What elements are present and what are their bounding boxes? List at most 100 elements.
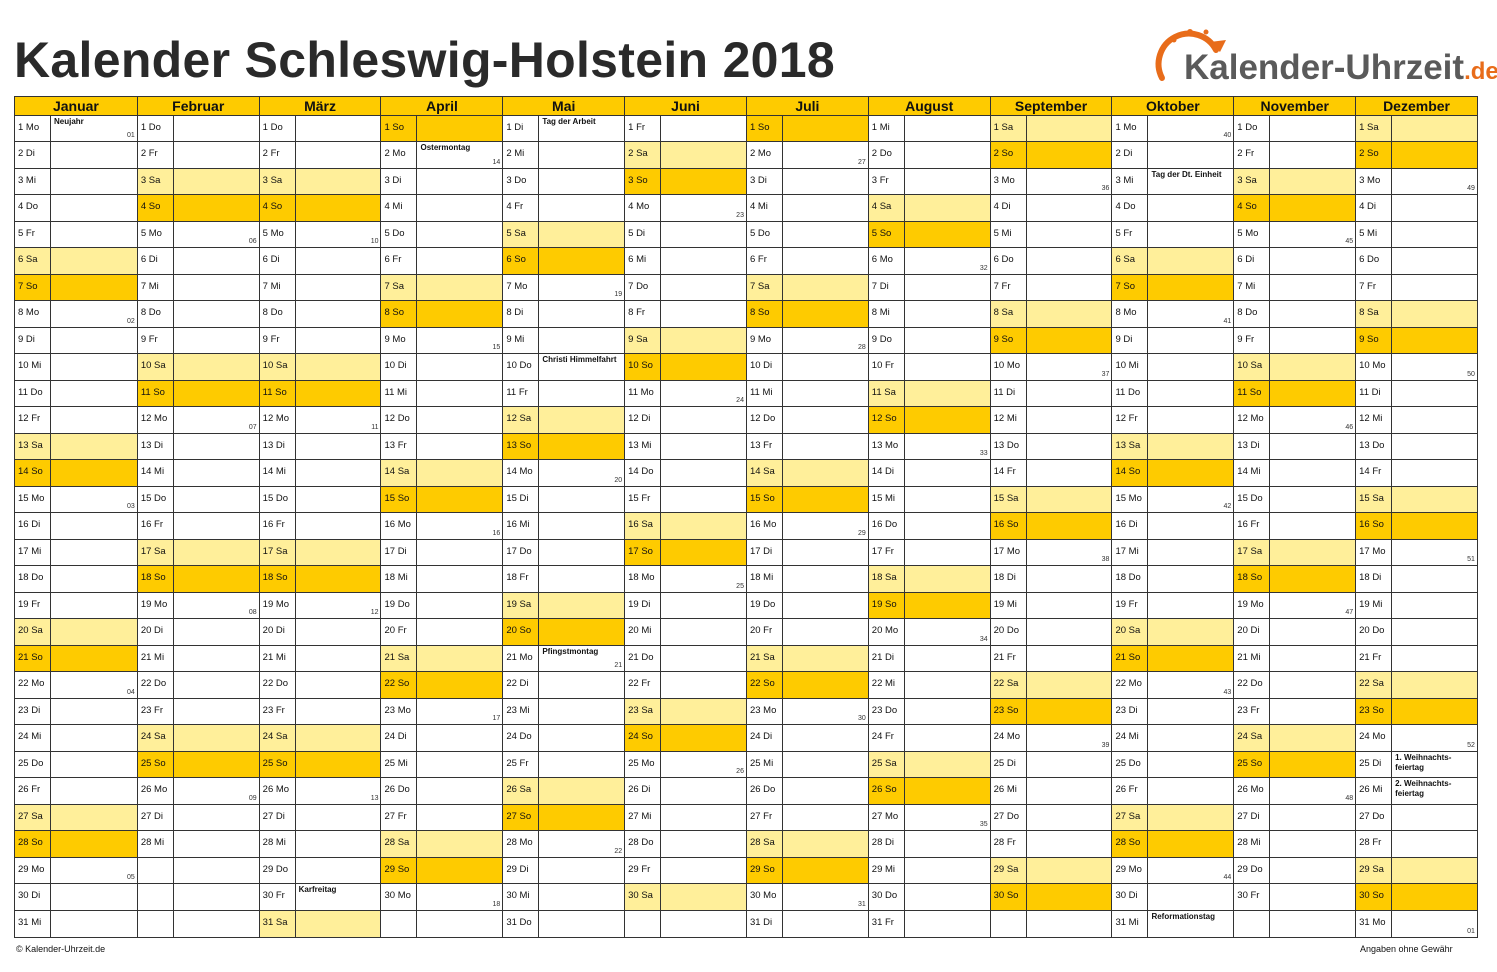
day-row: 13 Sa — [1112, 433, 1234, 461]
day-row: 4 Do — [1112, 195, 1234, 222]
day-note-cell: 45 — [1270, 222, 1355, 247]
day-note-cell — [1392, 513, 1477, 539]
day-row: 28 Mi — [137, 831, 259, 858]
day-label: 2 Fr — [1234, 142, 1271, 168]
day-label: 13 Mo — [869, 433, 905, 460]
day-label: 27 Sa — [1112, 804, 1149, 831]
day-note-cell — [1270, 168, 1356, 195]
day-label: 15 Mi — [869, 486, 905, 513]
day-label: 12 Mi — [1356, 407, 1393, 433]
day-label: 9 So — [1356, 327, 1393, 354]
day-label: 26 Mi — [991, 778, 1027, 804]
day-label: 2 So — [990, 142, 1027, 168]
day-label: 8 So — [381, 301, 418, 327]
day-row: 29 Sa — [1356, 857, 1477, 885]
week-number: 05 — [127, 874, 135, 882]
day-label: 18 Do — [15, 566, 51, 592]
month-header: Februar — [137, 97, 259, 116]
day-row: 29 Mo 05 — [15, 857, 137, 885]
day-row: 30 Di — [15, 884, 137, 911]
day-note-cell: 47 — [1270, 593, 1355, 618]
day-row: 9 Fr — [1234, 327, 1356, 355]
day-note-cell — [1270, 434, 1355, 459]
day-note-cell — [661, 646, 746, 671]
day-row: 23 Di — [1112, 698, 1234, 726]
day-note-cell — [1148, 699, 1233, 724]
day-label: 5 So — [868, 221, 905, 248]
day-label: 3 Mo — [1356, 168, 1393, 195]
day-row: 16 Sa — [625, 513, 746, 540]
day-row: 22 Do — [259, 672, 381, 699]
day-note-cell — [661, 142, 746, 168]
day-note-cell — [1148, 752, 1233, 777]
day-row: 19 Mo 12 — [259, 592, 381, 620]
day-row: 29 Sa — [990, 857, 1112, 885]
day-row: 20 Do — [990, 619, 1112, 646]
week-number: 38 — [1101, 556, 1110, 564]
day-note-cell: 28 — [783, 328, 868, 353]
day-label: 8 Mo — [15, 301, 51, 327]
day-label: 31 Di — [747, 910, 783, 938]
day-label: 18 So — [1234, 566, 1271, 592]
day-row: 13 Do — [990, 433, 1112, 461]
day-label: 24 Do — [503, 725, 540, 751]
day-row: 8 Mo 41 — [1112, 301, 1234, 328]
day-row: 25 Do — [1112, 751, 1234, 779]
day-row: 22 Sa — [1356, 672, 1477, 699]
day-row: 22 Mo 43 — [1112, 672, 1234, 699]
day-row: 11 Fr — [503, 380, 625, 408]
day-row: 24 Mi — [15, 725, 137, 752]
day-row: 25 So — [1234, 751, 1356, 779]
day-row: 31 Mo 01 — [1356, 910, 1477, 938]
day-note-cell — [1148, 433, 1234, 460]
day-row: 30 So — [990, 884, 1112, 911]
day-label: 5 Sa — [503, 221, 540, 248]
day-row: 19 Fr — [1112, 592, 1234, 620]
day-label: 9 Do — [869, 327, 905, 354]
day-row: 10 Mi — [1112, 354, 1234, 381]
day-note-cell — [1270, 911, 1355, 937]
week-number: 25 — [736, 582, 744, 590]
day-row: 10 Mo 37 — [990, 354, 1112, 381]
day-row: 19 Di — [625, 592, 746, 620]
day-label: 30 Mo — [381, 884, 418, 910]
day-note-cell — [296, 434, 381, 459]
day-label: 12 So — [868, 407, 905, 433]
day-note-cell — [417, 911, 502, 937]
day-row: 23 Mo 17 — [381, 698, 503, 726]
day-row: 13 Di — [1234, 433, 1356, 461]
day-note-cell — [1148, 248, 1234, 274]
day-row: 2 Fr — [137, 142, 259, 169]
day-note-cell — [296, 328, 381, 353]
day-row: 25 Do — [15, 751, 137, 779]
day-note-cell — [417, 778, 502, 803]
day-label: 27 Di — [1234, 804, 1271, 831]
day-label: 7 Sa — [746, 274, 783, 301]
day-label: 25 So — [1234, 751, 1271, 778]
day-label: 27 Fr — [747, 804, 783, 831]
day-label: 15 Do — [1234, 486, 1271, 513]
day-label: 18 Fr — [503, 566, 540, 592]
clock-logo-icon — [1155, 29, 1226, 81]
day-label: 11 Sa — [868, 380, 905, 407]
day-note-cell — [1392, 805, 1477, 830]
day-note-cell — [661, 301, 746, 326]
day-label: 1 So — [746, 116, 783, 142]
day-note-cell: 05 — [51, 858, 137, 883]
logo-tld: .de — [1464, 58, 1497, 85]
day-label: 10 Di — [381, 354, 418, 380]
day-row: 14 Mi — [1234, 460, 1356, 487]
day-note-cell — [296, 275, 381, 300]
day-row: 12 Mi — [990, 407, 1112, 434]
week-number: 01 — [127, 132, 135, 140]
day-note-cell — [173, 751, 259, 778]
day-label: 16 Fr — [1234, 513, 1271, 539]
day-row: 1 Do — [137, 116, 259, 143]
week-number: 48 — [1345, 794, 1354, 802]
day-row: 18 So — [259, 566, 381, 593]
day-note-cell — [1148, 540, 1233, 565]
day-row: 23 So — [1356, 698, 1477, 726]
day-note-cell — [661, 327, 746, 354]
day-row: 15 Mo 03 — [15, 486, 137, 514]
day-row: 18 Do — [15, 566, 137, 593]
